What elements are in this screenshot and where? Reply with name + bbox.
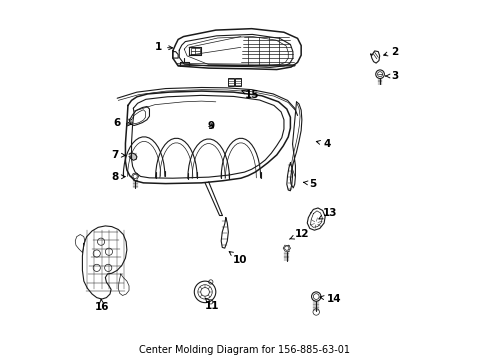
Text: 13: 13 — [318, 208, 337, 219]
Text: 3: 3 — [385, 71, 398, 81]
Text: 7: 7 — [111, 150, 125, 160]
Text: 15: 15 — [242, 90, 259, 100]
Text: 8: 8 — [111, 172, 125, 182]
Text: 9: 9 — [207, 121, 215, 131]
Text: Center Molding Diagram for 156-885-63-01: Center Molding Diagram for 156-885-63-01 — [139, 345, 349, 355]
Text: 5: 5 — [303, 179, 316, 189]
Text: 14: 14 — [319, 294, 341, 304]
Text: 6: 6 — [113, 118, 131, 128]
Text: 2: 2 — [383, 46, 398, 57]
Text: 10: 10 — [229, 252, 247, 265]
Text: 11: 11 — [204, 298, 219, 311]
Bar — [227, 78, 233, 86]
Text: 4: 4 — [316, 139, 330, 149]
Text: 16: 16 — [94, 299, 109, 312]
Bar — [235, 78, 241, 86]
Text: 12: 12 — [289, 229, 308, 239]
Text: 1: 1 — [155, 42, 172, 52]
